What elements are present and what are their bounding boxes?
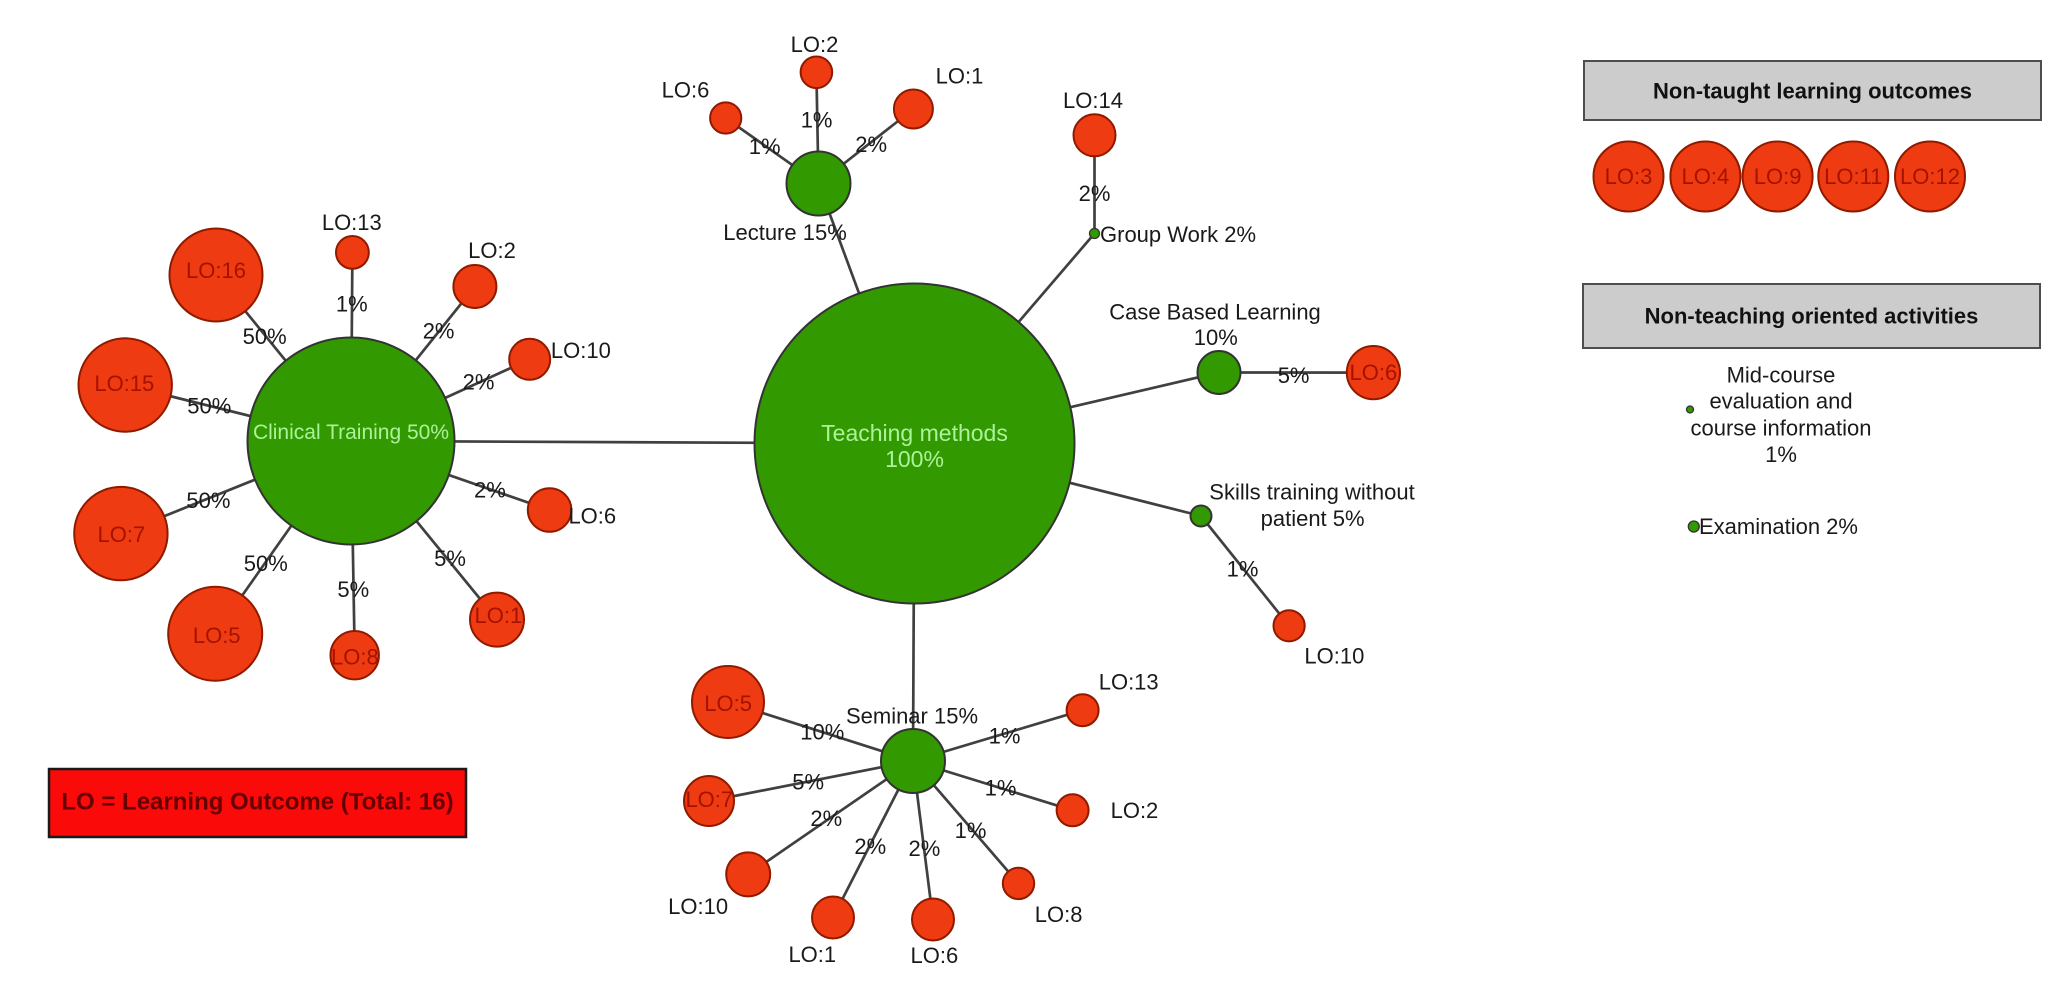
- svg-text:course information: course information: [1691, 416, 1872, 441]
- svg-text:LO:16: LO:16: [186, 258, 246, 283]
- svg-text:100%: 100%: [885, 446, 944, 472]
- svg-text:LO:2: LO:2: [1111, 798, 1159, 823]
- svg-text:LO:5: LO:5: [193, 623, 241, 648]
- svg-text:LO:15: LO:15: [94, 371, 154, 396]
- svg-text:LO:12: LO:12: [1900, 164, 1960, 189]
- svg-text:5%: 5%: [1278, 363, 1310, 388]
- svg-text:1%: 1%: [1227, 556, 1259, 581]
- svg-text:2%: 2%: [909, 836, 941, 861]
- svg-text:2%: 2%: [1079, 181, 1111, 206]
- svg-text:LO:8: LO:8: [331, 644, 379, 669]
- svg-text:Group Work 2%: Group Work 2%: [1100, 222, 1256, 247]
- svg-text:LO:6: LO:6: [1350, 360, 1398, 385]
- svg-text:Examination 2%: Examination 2%: [1699, 514, 1858, 539]
- svg-text:Skills training without: Skills training without: [1209, 479, 1414, 504]
- svg-text:LO:14: LO:14: [1063, 88, 1123, 113]
- svg-text:2%: 2%: [855, 132, 887, 157]
- svg-text:2%: 2%: [810, 806, 842, 831]
- svg-text:Case Based Learning: Case Based Learning: [1109, 300, 1321, 325]
- svg-text:LO:6: LO:6: [662, 78, 710, 103]
- svg-text:2%: 2%: [854, 834, 886, 859]
- svg-text:50%: 50%: [243, 324, 287, 349]
- svg-text:LO:2: LO:2: [468, 238, 516, 263]
- svg-text:LO:8: LO:8: [1035, 902, 1083, 927]
- svg-text:LO:1: LO:1: [788, 942, 836, 967]
- svg-text:2%: 2%: [423, 318, 455, 343]
- svg-text:50%: 50%: [187, 394, 231, 419]
- svg-text:LO:10: LO:10: [551, 338, 611, 363]
- svg-text:5%: 5%: [792, 770, 824, 795]
- svg-text:1%: 1%: [1765, 442, 1797, 467]
- svg-text:1%: 1%: [336, 291, 368, 316]
- svg-text:LO = Learning Outcome (Total:: LO = Learning Outcome (Total: 16): [61, 789, 453, 816]
- svg-text:LO:1: LO:1: [475, 603, 523, 628]
- svg-text:10%: 10%: [800, 720, 844, 745]
- svg-text:LO:4: LO:4: [1682, 164, 1730, 189]
- svg-text:LO:13: LO:13: [1099, 670, 1159, 695]
- svg-text:Teaching methods: Teaching methods: [821, 420, 1008, 446]
- svg-text:1%: 1%: [749, 134, 781, 159]
- svg-text:LO:13: LO:13: [322, 210, 382, 235]
- svg-text:LO:2: LO:2: [791, 32, 839, 57]
- svg-text:LO:3: LO:3: [1605, 164, 1653, 189]
- svg-text:LO:1: LO:1: [936, 63, 984, 88]
- svg-text:1%: 1%: [955, 818, 987, 843]
- svg-text:Clinical Training 50%: Clinical Training 50%: [253, 421, 449, 444]
- svg-text:LO:6: LO:6: [568, 503, 616, 528]
- svg-text:LO:9: LO:9: [1754, 164, 1802, 189]
- svg-text:Non-taught learning outcomes: Non-taught learning outcomes: [1653, 79, 1972, 104]
- svg-text:LO:6: LO:6: [911, 943, 959, 968]
- svg-text:50%: 50%: [244, 551, 288, 576]
- svg-text:2%: 2%: [463, 370, 495, 395]
- svg-text:patient 5%: patient 5%: [1261, 506, 1365, 531]
- svg-text:Non-teaching oriented activiti: Non-teaching oriented activities: [1645, 304, 1979, 329]
- svg-text:LO:11: LO:11: [1824, 164, 1882, 189]
- svg-text:Mid-course: Mid-course: [1727, 362, 1836, 387]
- svg-text:LO:7: LO:7: [98, 522, 146, 547]
- svg-text:1%: 1%: [801, 108, 833, 133]
- svg-text:LO:5: LO:5: [704, 691, 752, 716]
- svg-text:1%: 1%: [989, 724, 1021, 749]
- svg-text:Seminar 15%: Seminar 15%: [846, 704, 978, 729]
- svg-text:evaluation and: evaluation and: [1709, 389, 1852, 414]
- svg-text:5%: 5%: [434, 546, 466, 571]
- svg-text:1%: 1%: [985, 776, 1017, 801]
- svg-text:LO:7: LO:7: [685, 787, 733, 812]
- svg-text:10%: 10%: [1194, 325, 1238, 350]
- svg-text:2%: 2%: [474, 478, 506, 503]
- svg-text:5%: 5%: [337, 577, 369, 602]
- svg-text:LO:10: LO:10: [668, 894, 728, 919]
- svg-text:Lecture 15%: Lecture 15%: [723, 220, 847, 245]
- svg-text:LO:10: LO:10: [1304, 644, 1364, 669]
- svg-text:50%: 50%: [186, 488, 230, 513]
